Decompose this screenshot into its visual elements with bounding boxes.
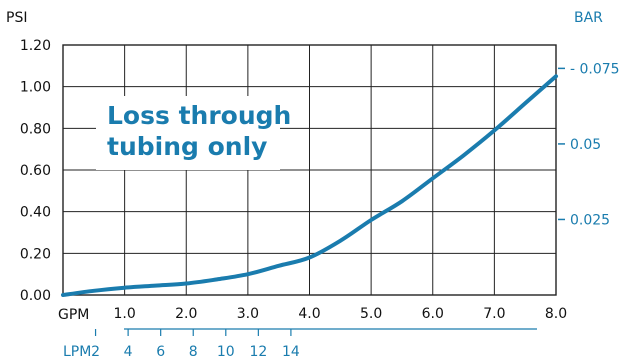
annotation-line-2: tubing only <box>107 132 267 161</box>
x-tick-label: 6.0 <box>422 306 444 322</box>
x-tick-label: 3.0 <box>237 306 259 322</box>
y-tick-label: 1.00 <box>20 80 51 96</box>
right-tick-labels: 0.025 0.05 - 0.075 <box>558 61 620 228</box>
lpm-tick-label: 12 <box>249 344 267 360</box>
right-tick-label: 0.05 <box>570 137 601 153</box>
lpm-tick-label: 2 <box>91 344 100 360</box>
x-axis-label: GPM <box>58 307 89 323</box>
y-tick-label: 0.20 <box>20 246 51 262</box>
y-tick-label: 0.40 <box>20 205 51 221</box>
y-tick-label: 0.80 <box>20 121 51 137</box>
y-tick-label: 0.60 <box>20 163 51 179</box>
x-tick-label: 7.0 <box>483 306 505 322</box>
annotation-background <box>96 96 280 170</box>
x-tick-label: 1.0 <box>113 306 135 322</box>
plot-frame <box>62 44 557 296</box>
right-tick-label: 0.025 <box>570 212 610 228</box>
lpm-ticks: 2 4 6 8 10 12 14 <box>91 329 300 360</box>
x-tick-label: 4.0 <box>298 306 320 322</box>
y-tick-label: 1.20 <box>20 38 51 54</box>
right-axis-label: BAR <box>574 10 603 26</box>
x-tick-label: 8.0 <box>545 306 567 322</box>
lpm-axis-label: LPM <box>63 344 91 360</box>
lpm-tick-label: 14 <box>282 344 300 360</box>
y-tick-labels: 0.00 0.20 0.40 0.60 0.80 1.00 1.20 <box>20 38 51 304</box>
lpm-tick-label: 8 <box>189 344 198 360</box>
annotation-line-1: Loss through <box>107 101 291 130</box>
x-tick-labels: 1.0 2.0 3.0 4.0 5.0 6.0 7.0 8.0 <box>113 306 567 322</box>
x-tick-label: 2.0 <box>175 306 197 322</box>
y-tick-label: 0.00 <box>20 288 51 304</box>
x-tick-label: 5.0 <box>360 306 382 322</box>
series-line <box>61 74 558 297</box>
lpm-tick-label: 10 <box>217 344 235 360</box>
lpm-tick-label: 4 <box>124 344 133 360</box>
right-tick-label: - 0.075 <box>570 61 620 77</box>
left-axis-label: PSI <box>6 10 27 26</box>
lpm-tick-label: 6 <box>156 344 165 360</box>
